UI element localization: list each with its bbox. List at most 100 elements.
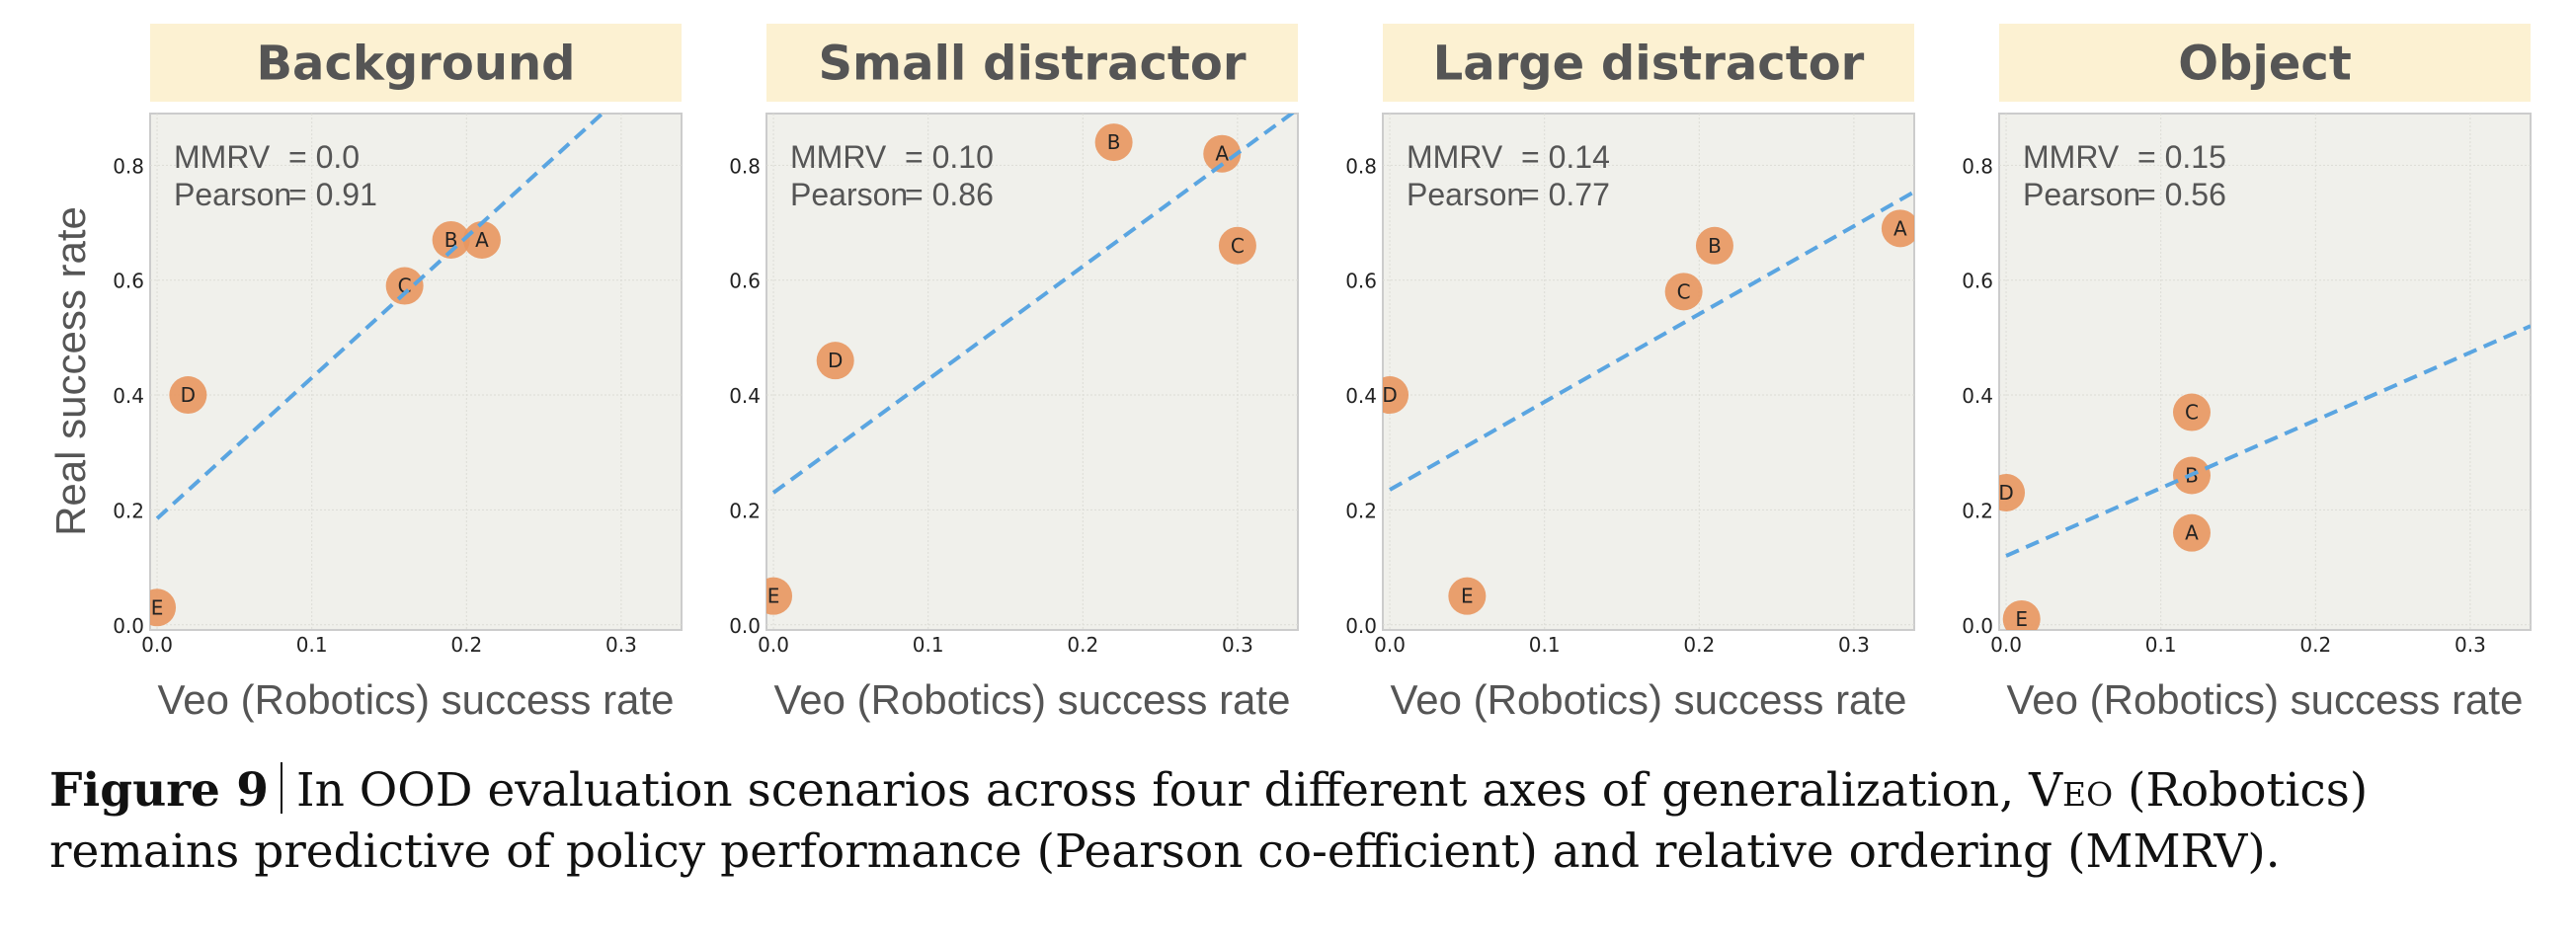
fit-line [155, 114, 605, 520]
data-point-label: E [767, 585, 780, 608]
mmrv-annotation: MMRV = 0.0 [174, 139, 360, 175]
x-tick-label: 0.2 [1067, 633, 1098, 657]
panel-title-band [1383, 24, 1914, 102]
data-point-label: E [151, 595, 164, 619]
mmrv-annotation: MMRV = 0.15 [2023, 139, 2226, 175]
plot-area [1382, 113, 1915, 631]
x-tick-label: 0.0 [758, 633, 789, 657]
mmrv-label: MMRV [790, 139, 887, 175]
mmrv-value: = 0.15 [2137, 139, 2226, 175]
panel-title-band [766, 24, 1298, 102]
y-tick-label: 0.0 [113, 614, 144, 638]
data-point-E [1448, 577, 1487, 615]
data-point-B [1094, 123, 1133, 162]
data-point-label: E [1461, 585, 1474, 608]
data-point-label: E [2015, 607, 2028, 631]
data-point-B [1695, 226, 1733, 265]
caption-veo: Veo [2029, 763, 2114, 818]
data-point-label: C [1231, 234, 1245, 258]
x-tick-label: 0.1 [913, 633, 944, 657]
pearson-value: = 0.86 [905, 177, 994, 212]
y-tick-label: 0.6 [729, 270, 761, 293]
panel-title: Object [2178, 37, 2352, 92]
panel-title-band [1999, 24, 2531, 102]
x-tick-label: 0.2 [2299, 633, 2331, 657]
data-point-D [169, 376, 207, 415]
x-tick-label: 0.0 [1374, 633, 1406, 657]
x-tick-label: 0.1 [1529, 633, 1561, 657]
x-tick-label: 0.2 [1683, 633, 1715, 657]
data-point-C [1218, 226, 1256, 265]
y-tick-label: 0.8 [113, 154, 144, 178]
x-tick-label: 0.1 [2145, 633, 2177, 657]
data-point-label: D [181, 383, 196, 407]
data-point-A [1881, 209, 1914, 248]
panel-title: Large distractor [1433, 37, 1865, 92]
pearson-value: = 0.91 [288, 177, 377, 212]
data-point-D [1383, 376, 1409, 415]
y-tick-label: 0.0 [1962, 614, 1993, 638]
y-tick-label: 0.8 [1962, 154, 1993, 178]
x-axis-label: Veo (Robotics) success rate [158, 676, 675, 723]
mmrv-annotation: MMRV = 0.14 [1407, 139, 1610, 175]
fit-line [1389, 190, 1914, 492]
data-point-label: B [1708, 234, 1722, 258]
mmrv-value: = 0.14 [1521, 139, 1610, 175]
y-tick-label: 0.6 [113, 270, 144, 293]
figure-panels: Background 0.0 0.1 0.2 0.3 0.0 0.2 0.4 0.6 0.8 Veo… [47, 24, 2532, 723]
data-point-E [766, 577, 793, 615]
y-tick-label: 0.0 [1345, 614, 1377, 638]
data-point-label: D [1998, 481, 2013, 505]
chart-panel-2: Small distractor 0.0 0.1 0.2 0.3 0.0 0.2 0.4 0.6… [729, 24, 1299, 723]
data-point-label: C [1677, 279, 1691, 303]
x-tick-label: 0.0 [141, 633, 173, 657]
y-tick-label: 0.2 [113, 499, 144, 522]
data-point-label: D [828, 349, 843, 372]
mmrv-label: MMRV [174, 139, 271, 175]
y-tick-label: 0.2 [729, 499, 761, 522]
data-point-C [1664, 273, 1703, 311]
y-tick-label: 0.4 [1962, 384, 1993, 408]
data-point-label: A [2185, 521, 2199, 545]
data-point-E [2002, 599, 2041, 630]
x-tick-label: 0.3 [1222, 633, 1253, 657]
pearson-value: = 0.56 [2137, 177, 2226, 212]
plot-area [765, 113, 1299, 631]
data-point-A [1203, 134, 1242, 173]
x-tick-label: 0.3 [605, 633, 637, 657]
y-tick-label: 0.8 [729, 154, 761, 178]
y-tick-label: 0.4 [729, 384, 761, 408]
caption-text-1: In OOD evaluation scenarios across four … [296, 763, 2030, 818]
y-axis-label: Real success rate [47, 206, 94, 536]
pearson-annotation: Pearson= 0.77 [1407, 177, 1610, 212]
y-tick-label: 0.4 [113, 384, 144, 408]
chart-panel-1: Background 0.0 0.1 0.2 0.3 0.0 0.2 0.4 0.6 0.8 Veo… [113, 24, 683, 723]
chart-panel-4: Object 0.0 0.1 0.2 0.3 0.0 0.2 0.4 0.6 0.8 Veo (Ro… [1962, 24, 2532, 723]
x-tick-label: 0.3 [2455, 633, 2486, 657]
y-tick-label: 0.2 [1962, 499, 1993, 522]
data-point-B [432, 220, 470, 259]
caption-text-2: (Robotics) remains predictive of policy … [49, 763, 2369, 879]
pearson-label: Pearson [2023, 177, 2140, 212]
x-axis-label: Veo (Robotics) success rate [1391, 676, 1907, 723]
x-tick-label: 0.3 [1838, 633, 1870, 657]
y-tick-label: 0.6 [1962, 270, 1993, 293]
data-point-E [150, 588, 177, 627]
panel-title: Small distractor [818, 37, 1246, 92]
mmrv-value: = 0.0 [288, 139, 360, 175]
data-point-label: A [1215, 142, 1229, 166]
x-tick-label: 0.0 [1990, 633, 2022, 657]
x-axis-label: Veo (Robotics) success rate [2007, 676, 2524, 723]
pearson-annotation: Pearson= 0.56 [2023, 177, 2226, 212]
x-tick-label: 0.1 [296, 633, 328, 657]
fit-line [2005, 324, 2531, 558]
pearson-annotation: Pearson= 0.91 [174, 177, 377, 212]
pearson-label: Pearson [1407, 177, 1524, 212]
pearson-label: Pearson [174, 177, 291, 212]
figure-caption: Figure 9 In OOD evaluation scenarios acro… [49, 760, 2548, 883]
y-tick-label: 0.8 [1345, 154, 1377, 178]
y-tick-label: 0.2 [1345, 499, 1377, 522]
